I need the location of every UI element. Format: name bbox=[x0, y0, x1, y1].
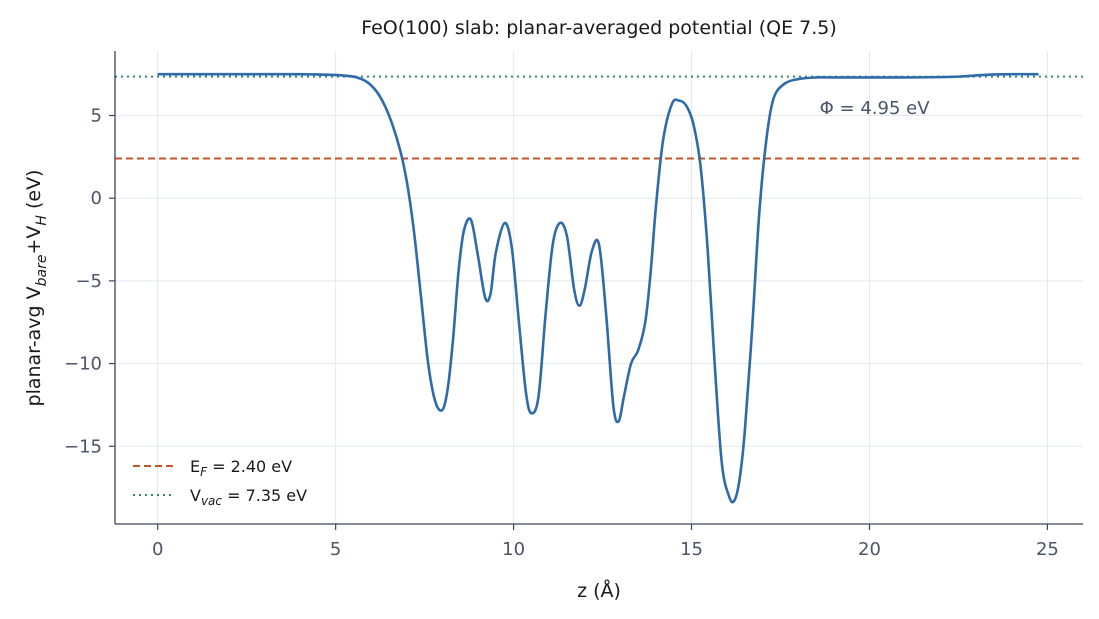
work-function-annotation: Φ = 4.95 eV bbox=[820, 98, 931, 119]
chart-title: FeO(100) slab: planar-averaged potential… bbox=[361, 17, 837, 39]
y-label-mid: +V bbox=[23, 226, 45, 255]
legend-fermi-label: EF = 2.40 eV bbox=[190, 457, 292, 479]
potential-series-line bbox=[157, 72, 1039, 504]
x-tick-label: 15 bbox=[680, 539, 703, 560]
y-tick-label: −15 bbox=[64, 436, 102, 457]
grid-lines bbox=[115, 51, 1083, 524]
y-tick-label: 0 bbox=[91, 188, 102, 209]
y-label-sub2: H bbox=[34, 215, 50, 226]
ticks: 0 5 10 15 20 25 5 0 −5 −10 −15 bbox=[64, 106, 1059, 561]
x-tick-label: 20 bbox=[858, 539, 881, 560]
x-axis-label: z (Å) bbox=[577, 579, 621, 602]
y-label-base: planar-avg V bbox=[23, 286, 45, 406]
y-axis-label: planar-avg Vbare+VH (eV) bbox=[23, 170, 50, 407]
y-tick-label: 5 bbox=[91, 106, 102, 127]
x-tick-label: 5 bbox=[330, 539, 341, 560]
axes bbox=[114, 51, 1083, 525]
x-tick-label: 0 bbox=[152, 539, 163, 560]
x-tick-label: 10 bbox=[502, 539, 525, 560]
legend: EF = 2.40 eV Vvac = 7.35 eV bbox=[133, 457, 307, 508]
reference-lines bbox=[115, 75, 1083, 160]
x-tick-label: 25 bbox=[1036, 539, 1059, 560]
y-tick-label: −5 bbox=[75, 271, 102, 292]
legend-vacuum-label: Vvac = 7.35 eV bbox=[190, 486, 307, 508]
y-tick-label: −10 bbox=[64, 354, 102, 375]
y-label-sub1: bare bbox=[34, 255, 50, 287]
y-label-end: (eV) bbox=[23, 170, 45, 216]
series-layer bbox=[157, 72, 1039, 504]
